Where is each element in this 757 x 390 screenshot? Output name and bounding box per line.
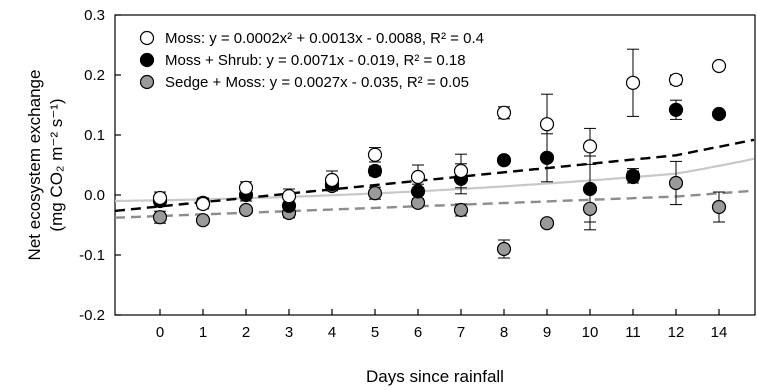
plot-frame (114, 14, 756, 316)
legend-entry-sedge-moss: Sedge + Moss: y = 0.0027x - 0.035, R² = … (139, 74, 469, 91)
legend-label-moss: Moss: y = 0.0002x² + 0.0013x - 0.0088, R… (165, 30, 484, 47)
y-axis-title: Net ecosystem exchange (mg CO₂ m⁻² s⁻¹) (25, 70, 66, 261)
legend-entry-moss: Moss: y = 0.0002x² + 0.0013x - 0.0088, R… (139, 30, 484, 47)
point-sedge-moss (453, 202, 469, 218)
point-moss (324, 172, 340, 188)
x-tick-label: 11 (625, 324, 641, 341)
y-tick-label: 0.1 (84, 127, 105, 144)
point-moss (625, 75, 641, 90)
point-sedge-moss (195, 213, 211, 228)
x-tick-label: 0 (156, 324, 164, 341)
point-moss-shrub (711, 106, 727, 122)
x-tick-label: 8 (500, 324, 508, 341)
legend-label-sedge-moss: Sedge + Moss: y = 0.0027x - 0.035, R² = … (165, 74, 469, 91)
x-tick-label: 1 (199, 324, 207, 341)
point-sedge-moss (238, 202, 254, 218)
x-tick-label: 5 (371, 324, 379, 341)
x-tick-label: 12 (668, 324, 685, 341)
legend: Moss: y = 0.0002x² + 0.0013x - 0.0088, R… (139, 30, 484, 91)
point-moss-shrub (539, 150, 555, 165)
point-moss-shrub (496, 153, 512, 168)
point-moss (711, 58, 727, 74)
point-sedge-moss (367, 186, 383, 201)
x-tick-label: 14 (711, 324, 728, 341)
x-tick-label: 4 (328, 324, 336, 341)
legend-label-moss-shrub: Moss + Shrub: y = 0.0071x - 0.019, R² = … (165, 52, 466, 69)
legend-entry-moss-shrub: Moss + Shrub: y = 0.0071x - 0.019, R² = … (139, 52, 466, 69)
y-tick-label: 0.0 (84, 187, 105, 204)
x-tick-label: 7 (457, 324, 465, 341)
point-moss-shrub (582, 181, 598, 197)
point-moss-shrub (367, 163, 383, 179)
legend-marker-moss-shrub (139, 52, 155, 68)
point-moss (238, 180, 254, 195)
x-tick-label: 10 (582, 324, 599, 341)
point-moss (539, 117, 555, 132)
x-tick-label: 6 (414, 324, 422, 341)
data-points (152, 58, 727, 257)
y-axis-title-unit: (mg CO₂ m⁻² s⁻¹) (47, 98, 66, 231)
point-moss (668, 72, 684, 87)
y-tick-label: -0.1 (79, 247, 105, 264)
point-moss (152, 190, 168, 206)
y-tick-label: 0.3 (84, 7, 105, 24)
trend-line-moss-shrub (115, 138, 755, 213)
point-sedge-moss (668, 175, 684, 191)
point-moss (496, 105, 512, 120)
trend-line-moss (115, 157, 755, 203)
point-moss (367, 147, 383, 162)
point-moss (281, 189, 297, 204)
y-tick-label: -0.2 (79, 307, 105, 324)
point-sedge-moss (711, 199, 727, 215)
legend-marker-sedge-moss (139, 74, 155, 90)
point-moss (582, 139, 598, 154)
point-sedge-moss (152, 210, 168, 225)
point-moss-shrub (625, 169, 641, 185)
point-sedge-moss (496, 241, 512, 257)
plot-area (114, 14, 756, 316)
point-moss (453, 163, 469, 179)
y-axis-title-main: Net ecosystem exchange (25, 70, 44, 261)
y-tick-label: 0.2 (84, 67, 105, 84)
point-sedge-moss (539, 216, 555, 231)
trend-line-sedge-moss (115, 189, 755, 219)
point-moss-shrub (668, 102, 684, 117)
trend-lines (115, 138, 755, 219)
x-tick-label: 3 (285, 324, 293, 341)
x-axis-title: Days since rainfall (366, 367, 504, 386)
x-axis: 0 1 2 3 4 5 6 7 8 9 10 11 12 14 (156, 309, 728, 341)
point-moss (410, 169, 426, 185)
point-sedge-moss (582, 201, 598, 216)
x-tick-label: 9 (543, 324, 551, 341)
point-moss-shrub (410, 184, 426, 199)
legend-marker-moss (139, 30, 155, 46)
y-axis: -0.2 -0.1 0.0 0.1 0.2 0.3 (79, 7, 121, 324)
point-moss (195, 196, 211, 212)
x-tick-label: 2 (242, 324, 250, 341)
